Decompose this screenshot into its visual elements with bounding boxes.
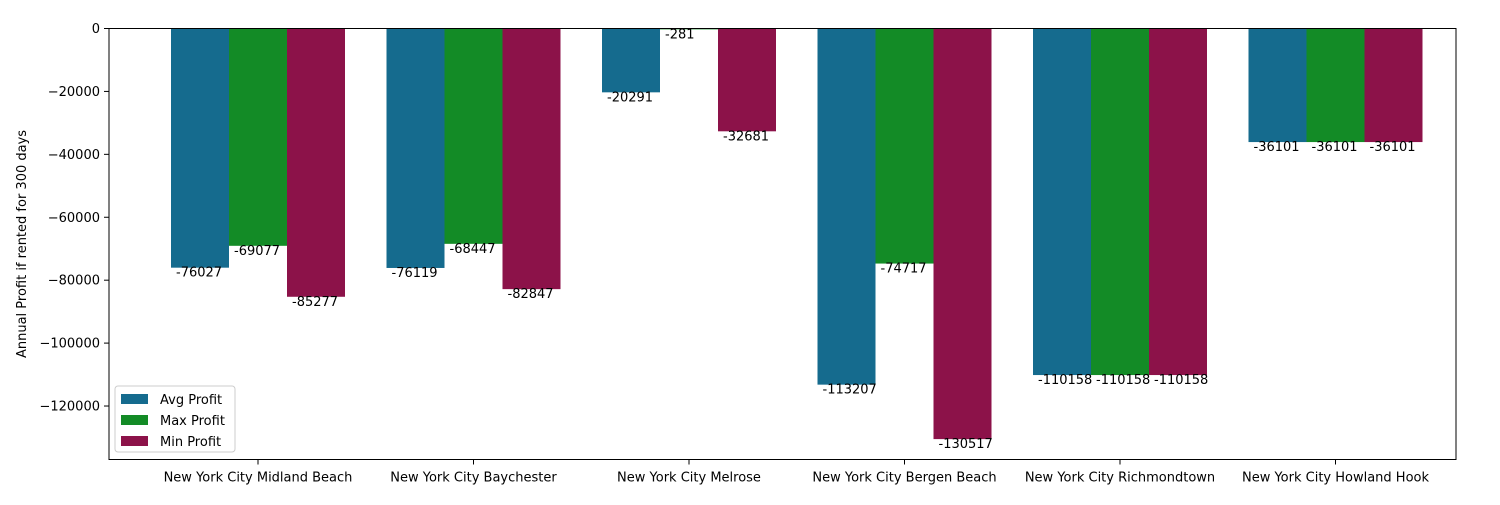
y-tick-label: −20000 xyxy=(48,85,100,100)
legend-swatch xyxy=(121,394,148,404)
y-tick-label: −60000 xyxy=(48,211,100,226)
bar-avg-0 xyxy=(171,28,229,268)
data-label: -36101 xyxy=(1254,140,1300,155)
y-axis-title: Annual Profit if rented for 300 days xyxy=(15,130,30,358)
x-tick-label: New York City Melrose xyxy=(617,471,761,486)
bar-min-4 xyxy=(1149,28,1207,376)
plot-frame xyxy=(108,28,1457,460)
bar-max-3 xyxy=(875,28,934,264)
bar-max-0 xyxy=(229,28,287,246)
x-tick-label: New York City Richmondtown xyxy=(1025,471,1215,486)
data-label: -76027 xyxy=(176,266,222,281)
bar-max-5 xyxy=(1306,28,1365,143)
y-tick-label: −80000 xyxy=(48,274,100,289)
data-label: -110158 xyxy=(1154,373,1208,388)
data-label: -130517 xyxy=(939,437,993,452)
bar-min-0 xyxy=(287,28,345,297)
legend-label: Min Profit xyxy=(160,435,221,450)
legend-swatch xyxy=(121,415,148,425)
y-tick-label: −120000 xyxy=(39,400,100,415)
data-label: -110158 xyxy=(1038,373,1092,388)
y-tick-label: −40000 xyxy=(48,148,100,163)
data-label: -74717 xyxy=(881,262,927,277)
legend-label: Avg Profit xyxy=(160,393,222,408)
data-label: -69077 xyxy=(234,244,280,259)
data-labels: -76027 -76119 -20291 -113207 -110158 -36101 -6… xyxy=(176,27,1416,452)
bar-max-1 xyxy=(444,28,503,244)
data-label: -20291 xyxy=(607,90,653,105)
data-label: -36101 xyxy=(1370,140,1416,155)
data-label: -36101 xyxy=(1312,140,1358,155)
data-label: -32681 xyxy=(723,129,769,144)
bar-min-2 xyxy=(718,28,776,132)
bar-max-4 xyxy=(1091,28,1149,376)
bar-avg-4 xyxy=(1033,28,1091,376)
bar-avg-2 xyxy=(602,28,660,93)
y-tick-label: 0 xyxy=(92,22,100,37)
data-label: -113207 xyxy=(823,383,877,398)
data-label: -76119 xyxy=(392,266,438,281)
data-label: -85277 xyxy=(292,295,338,310)
legend-swatch xyxy=(121,436,148,446)
legend-label: Max Profit xyxy=(160,414,225,429)
x-axis: New York City Midland Beach New York City… xyxy=(164,459,1430,486)
bar-avg-1 xyxy=(386,28,445,268)
x-tick-label: New York City Baychester xyxy=(390,471,557,486)
bar-avg-3 xyxy=(817,28,876,385)
data-label: -281 xyxy=(665,27,695,42)
data-label: -110158 xyxy=(1096,373,1150,388)
bars-layer xyxy=(171,28,1423,440)
data-label: -82847 xyxy=(508,287,554,302)
x-tick-label: New York City Howland Hook xyxy=(1242,471,1430,486)
data-label: -68447 xyxy=(450,242,496,257)
bar-min-5 xyxy=(1364,28,1423,143)
x-tick-label: New York City Bergen Beach xyxy=(812,471,996,486)
bar-avg-5 xyxy=(1248,28,1307,143)
y-tick-label: −100000 xyxy=(39,337,100,352)
y-axis: 0 −20000 −40000 −60000 −80000 −100000 −120000 xyxy=(39,22,109,415)
x-tick-label: New York City Midland Beach xyxy=(164,471,353,486)
bar-min-3 xyxy=(933,28,992,440)
legend: Avg Profit Max Profit Min Profit xyxy=(114,385,236,453)
bar-min-1 xyxy=(502,28,561,290)
